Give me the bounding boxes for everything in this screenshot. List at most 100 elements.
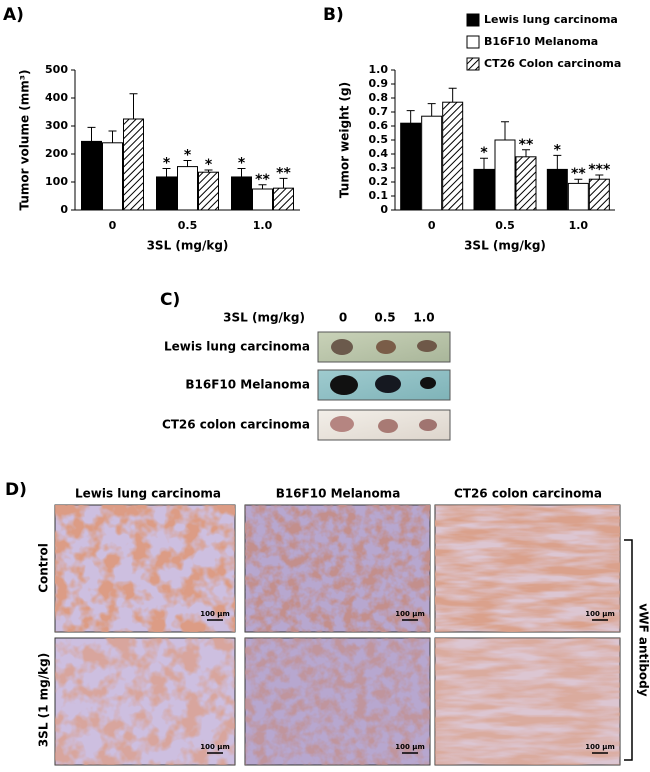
error-bar bbox=[162, 168, 171, 177]
error-bar bbox=[522, 149, 530, 157]
bracket bbox=[624, 539, 633, 761]
y-tick-label: 0.4 bbox=[369, 147, 389, 160]
bar bbox=[546, 168, 568, 211]
scale-bar-label: 100 μm bbox=[585, 610, 615, 618]
error-bar bbox=[279, 177, 288, 189]
column-label: B16F10 Melanoma bbox=[276, 487, 401, 501]
y-tick-label: 500 bbox=[45, 63, 68, 76]
x-tick-label: 0 bbox=[428, 219, 436, 232]
x-tick-label: 1.0 bbox=[569, 219, 589, 232]
y-tick-label: 0.8 bbox=[369, 91, 389, 104]
bar bbox=[494, 139, 516, 211]
x-tick-label: 1.0 bbox=[253, 219, 273, 232]
bar bbox=[252, 188, 273, 211]
error-bar bbox=[501, 121, 509, 140]
y-tick-label: 0 bbox=[60, 203, 68, 216]
significance: *** bbox=[588, 162, 611, 178]
bar bbox=[81, 140, 102, 211]
error-bar bbox=[595, 174, 604, 180]
stain-texture bbox=[55, 505, 235, 632]
bar-chart: B)Tumor weight (g)3SL (mg/kg)00.10.20.30… bbox=[323, 5, 621, 253]
row-label: Lewis lung carcinoma bbox=[164, 340, 310, 354]
legend-label: CT26 Colon carcinoma bbox=[484, 57, 621, 70]
panel-title: B) bbox=[323, 5, 344, 25]
bar bbox=[588, 178, 610, 211]
y-tick-label: 0.5 bbox=[369, 133, 389, 146]
bar bbox=[102, 142, 123, 211]
bar bbox=[273, 187, 294, 211]
y-tick-label: 0.6 bbox=[369, 119, 389, 132]
significance: * bbox=[184, 147, 192, 163]
panel-title: D) bbox=[5, 480, 27, 500]
x-tick-label: 0 bbox=[109, 219, 117, 232]
x-tick-label: 0.5 bbox=[178, 219, 198, 232]
scale-bar-label: 100 μm bbox=[395, 610, 425, 618]
error-bar bbox=[204, 169, 213, 173]
tumor bbox=[375, 375, 401, 393]
dose-header: 3SL (mg/kg) bbox=[223, 311, 305, 325]
panel-d: D) Lewis lung carcinoma B16F10 Melanoma … bbox=[5, 480, 650, 766]
y-tick-label: 0.9 bbox=[369, 77, 389, 90]
stain-texture bbox=[55, 638, 235, 765]
stain-label: vWF antibody bbox=[637, 603, 650, 696]
y-axis-label: Tumor volume (mm³) bbox=[18, 69, 32, 210]
bar bbox=[400, 122, 422, 211]
bar bbox=[515, 156, 537, 211]
stain-texture bbox=[245, 638, 430, 765]
legend-swatch bbox=[466, 35, 480, 49]
column-label: Lewis lung carcinoma bbox=[75, 487, 221, 501]
error-bar bbox=[258, 184, 267, 189]
legend-swatch bbox=[466, 13, 480, 27]
bar bbox=[567, 182, 589, 211]
y-tick-label: 0.7 bbox=[369, 105, 389, 118]
error-bar bbox=[183, 159, 192, 167]
scale-bar-label: 100 μm bbox=[585, 743, 615, 751]
error-bar bbox=[480, 157, 488, 170]
significance: * bbox=[163, 156, 171, 172]
y-tick-label: 1.0 bbox=[369, 63, 389, 76]
y-tick-label: 0.2 bbox=[369, 175, 389, 188]
x-tick-label: 0.5 bbox=[495, 219, 515, 232]
error-bar bbox=[87, 126, 96, 142]
y-axis-label: Tumor weight (g) bbox=[338, 82, 352, 198]
error-bar bbox=[574, 178, 583, 184]
tumor bbox=[417, 340, 437, 352]
column-label: CT26 colon carcinoma bbox=[454, 487, 602, 501]
significance: ** bbox=[519, 137, 534, 153]
significance: * bbox=[238, 156, 246, 172]
bar bbox=[177, 166, 198, 211]
dose-label: 0.5 bbox=[374, 311, 395, 325]
error-bar bbox=[237, 168, 246, 177]
error-bar bbox=[448, 87, 457, 103]
significance: ** bbox=[255, 172, 270, 188]
scale-bar-label: 100 μm bbox=[395, 743, 425, 751]
bar bbox=[231, 176, 252, 211]
legend-swatch bbox=[466, 57, 480, 71]
panel-c: C) 3SL (mg/kg) 0 0.5 1.0 Lewis lung carc… bbox=[160, 290, 451, 441]
row-label: B16F10 Melanoma bbox=[185, 378, 310, 392]
y-tick-label: 0.1 bbox=[369, 189, 389, 202]
bar bbox=[123, 118, 144, 211]
y-tick-label: 200 bbox=[45, 147, 68, 160]
significance: * bbox=[480, 145, 488, 161]
y-tick-label: 100 bbox=[45, 175, 68, 188]
tumor bbox=[331, 339, 353, 355]
significance: * bbox=[205, 157, 213, 173]
stain-texture bbox=[245, 505, 430, 632]
y-tick-label: 0 bbox=[380, 203, 388, 216]
tumor bbox=[378, 419, 398, 433]
x-axis-label: 3SL (mg/kg) bbox=[147, 239, 229, 253]
row-label: 3SL (1 mg/kg) bbox=[37, 653, 51, 747]
stain-texture bbox=[435, 638, 620, 765]
panel-title: C) bbox=[160, 290, 180, 310]
dose-label: 0 bbox=[339, 311, 347, 325]
dose-label: 1.0 bbox=[413, 311, 434, 325]
bar bbox=[156, 176, 177, 211]
error-bar bbox=[553, 154, 562, 170]
x-axis-label: 3SL (mg/kg) bbox=[464, 239, 546, 253]
error-bar bbox=[108, 130, 117, 143]
y-tick-label: 400 bbox=[45, 91, 68, 104]
tumor bbox=[419, 419, 437, 431]
panel-title: A) bbox=[3, 5, 24, 25]
significance: * bbox=[554, 142, 562, 158]
